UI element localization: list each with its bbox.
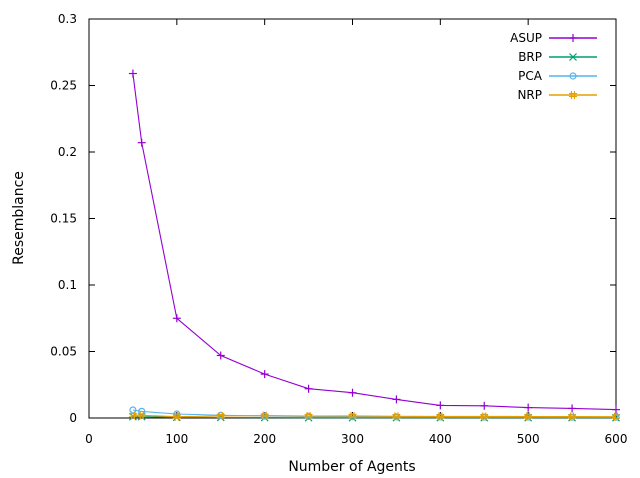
y-tick-label: 0.05 xyxy=(50,345,77,359)
x-tick-label: 200 xyxy=(253,432,276,446)
data-point xyxy=(348,411,357,420)
data-point xyxy=(172,314,181,323)
series-line xyxy=(132,73,617,411)
x-tick-label: 100 xyxy=(165,432,188,446)
legend-marker xyxy=(569,34,577,42)
data-point xyxy=(128,411,137,420)
x-tick-label: 400 xyxy=(429,432,452,446)
data-point xyxy=(568,404,577,413)
series-layer xyxy=(128,69,620,422)
legend-marker xyxy=(569,53,577,61)
legend-marker xyxy=(569,91,577,99)
data-point xyxy=(137,138,146,147)
data-point xyxy=(568,412,577,421)
x-axis-title: Number of Agents xyxy=(288,459,415,475)
y-tick-label: 0.15 xyxy=(50,212,77,226)
data-point xyxy=(480,401,489,410)
data-point xyxy=(524,413,532,421)
data-point xyxy=(436,412,445,421)
legend-item-pca: PCA xyxy=(518,69,597,83)
series-asup xyxy=(128,69,620,414)
legend-label: ASUP xyxy=(510,31,542,45)
x-tick-label: 0 xyxy=(85,432,93,446)
data-point xyxy=(217,411,225,419)
y-tick-label: 0.1 xyxy=(58,278,77,292)
series-nrp xyxy=(128,411,620,421)
data-point xyxy=(480,413,488,421)
data-point xyxy=(129,406,137,414)
data-point xyxy=(612,412,620,421)
data-point xyxy=(172,412,181,421)
legend-label: NRP xyxy=(517,88,542,102)
data-point xyxy=(304,412,313,421)
y-axis-title: Resemblance xyxy=(11,171,27,265)
legend: ASUP BRP PCA NRP xyxy=(510,31,597,102)
legend-item-asup: ASUP xyxy=(510,31,597,45)
legend-item-brp: BRP xyxy=(518,50,597,64)
data-point xyxy=(524,412,533,421)
legend-marker xyxy=(569,72,577,80)
data-point xyxy=(480,412,489,421)
y-tick-label: 0.3 xyxy=(58,12,77,26)
data-point xyxy=(137,411,146,420)
data-point xyxy=(568,413,576,421)
series-line xyxy=(132,414,617,418)
data-point xyxy=(392,412,401,421)
legend-label: BRP xyxy=(518,50,542,64)
data-point xyxy=(216,351,225,360)
data-point xyxy=(128,69,137,78)
data-point xyxy=(436,401,445,410)
y-tick-label: 0 xyxy=(69,411,77,425)
data-point xyxy=(260,370,269,379)
x-tick-label: 600 xyxy=(605,432,628,446)
legend-label: PCA xyxy=(518,69,543,83)
data-point xyxy=(612,405,620,414)
legend-item-nrp: NRP xyxy=(517,88,597,102)
data-point xyxy=(260,411,269,420)
data-point xyxy=(348,413,357,421)
data-point xyxy=(304,384,313,393)
y-tick-label: 0.2 xyxy=(58,145,77,159)
data-point xyxy=(392,395,401,404)
y-tick-label: 0.25 xyxy=(50,79,77,93)
data-point xyxy=(348,388,357,397)
data-point xyxy=(216,412,225,421)
data-point xyxy=(524,403,533,412)
series-line xyxy=(132,409,616,418)
x-tick-label: 300 xyxy=(341,432,364,446)
x-tick-label: 500 xyxy=(517,432,540,446)
